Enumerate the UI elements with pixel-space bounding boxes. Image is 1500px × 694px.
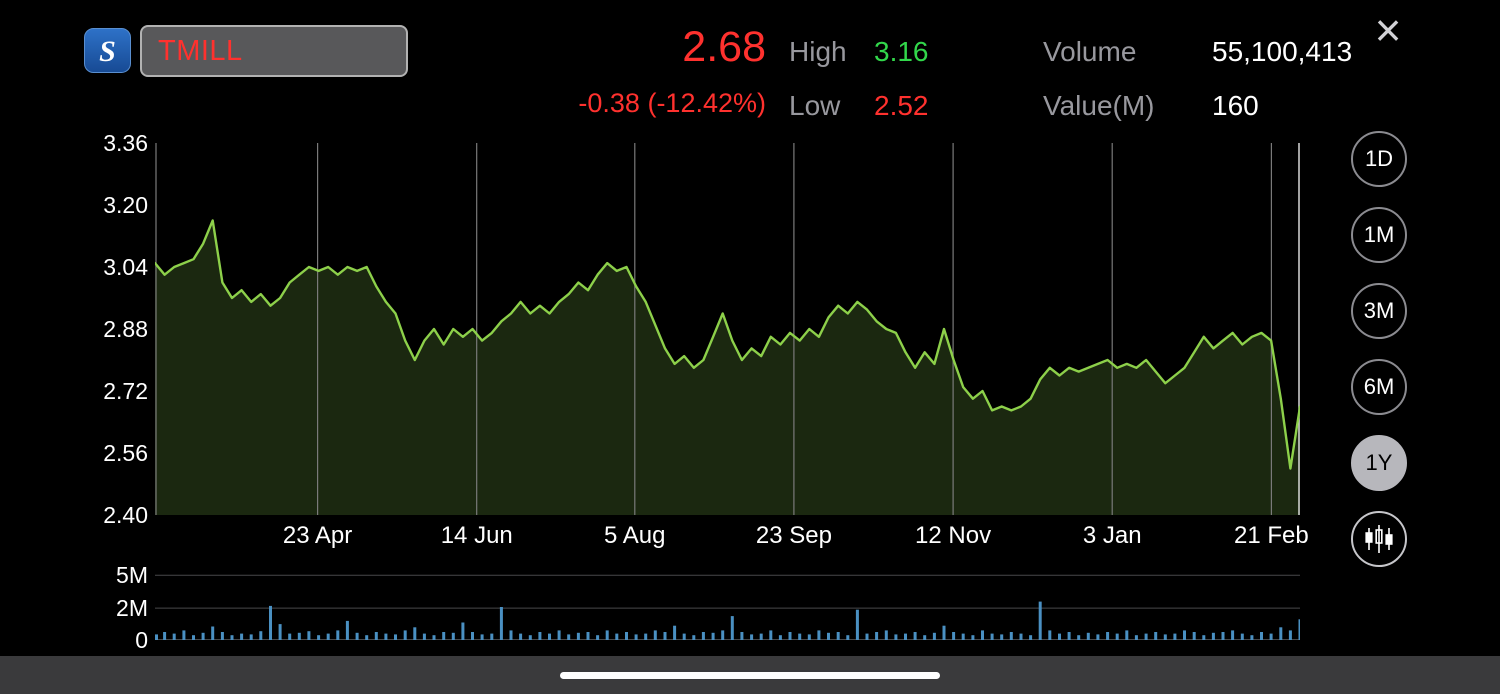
price-x-tick: 14 Jun (440, 522, 513, 549)
symbol-label: TMILL (158, 34, 243, 67)
price-chart[interactable] (153, 143, 1302, 515)
price-y-tick: 2.56 (103, 440, 148, 466)
price-y-tick: 3.04 (103, 254, 148, 280)
low-value: 2.52 (874, 90, 929, 121)
timeframe-button-1m[interactable]: 1M (1351, 207, 1407, 263)
timeframe-button-1y[interactable]: 1Y (1351, 435, 1407, 491)
volume-label: Volume (1043, 36, 1137, 67)
price-x-tick: 12 Nov (915, 522, 992, 549)
volume-chart (155, 565, 1302, 641)
price-x-tick: 5 Aug (604, 522, 666, 549)
timeframe-button-1d[interactable]: 1D (1351, 131, 1407, 187)
price-y-tick: 2.88 (103, 316, 148, 342)
volume-y-axis: 5M 2M 0 (0, 562, 148, 653)
price-x-axis: 23 Apr 14 Jun 5 Aug 23 Sep 12 Nov 3 Jan 21 Feb (155, 522, 1309, 554)
timeframe-buttons: 1D 1M 3M 6M 1Y (1351, 131, 1407, 567)
symbol-selector[interactable]: TMILL (140, 25, 408, 77)
high-value: 3.16 (874, 36, 929, 67)
price-x-tick: 21 Feb (1234, 522, 1309, 549)
price-y-tick: 3.20 (103, 192, 148, 218)
price-x-tick: 23 Sep (755, 522, 832, 549)
settrade-logo: S (84, 28, 131, 73)
price-x-tick: 3 Jan (1082, 522, 1142, 549)
low-label: Low (789, 90, 841, 121)
price-y-axis: 3.36 3.20 3.04 2.88 2.72 2.56 2.40 (0, 130, 148, 528)
candlestick-icon (1365, 525, 1393, 553)
price-x-tick: 23 Apr (282, 522, 353, 549)
price-y-tick: 2.72 (103, 378, 148, 404)
app-logo-icon: S (84, 28, 131, 73)
value-m-label: Value(M) (1043, 90, 1155, 121)
volume-y-tick: 0 (135, 627, 148, 653)
home-indicator[interactable] (560, 672, 940, 679)
last-price: 2.68 (682, 23, 766, 71)
close-button[interactable]: × (1364, 6, 1412, 54)
chart-type-button[interactable] (1351, 511, 1407, 567)
svg-text:S: S (99, 35, 116, 68)
bottom-bar (0, 656, 1500, 694)
value-m-value: 160 (1212, 90, 1259, 121)
timeframe-button-3m[interactable]: 3M (1351, 283, 1407, 339)
volume-value: 55,100,413 (1212, 36, 1353, 67)
close-icon: × (1374, 4, 1402, 56)
price-y-tick: 2.40 (103, 502, 148, 528)
volume-y-tick: 5M (116, 562, 148, 589)
price-change: -0.38 (-12.42%) (578, 88, 766, 118)
high-label: High (789, 36, 847, 67)
volume-y-tick: 2M (116, 595, 148, 622)
timeframe-button-6m[interactable]: 6M (1351, 359, 1407, 415)
price-y-tick: 3.36 (103, 130, 148, 156)
